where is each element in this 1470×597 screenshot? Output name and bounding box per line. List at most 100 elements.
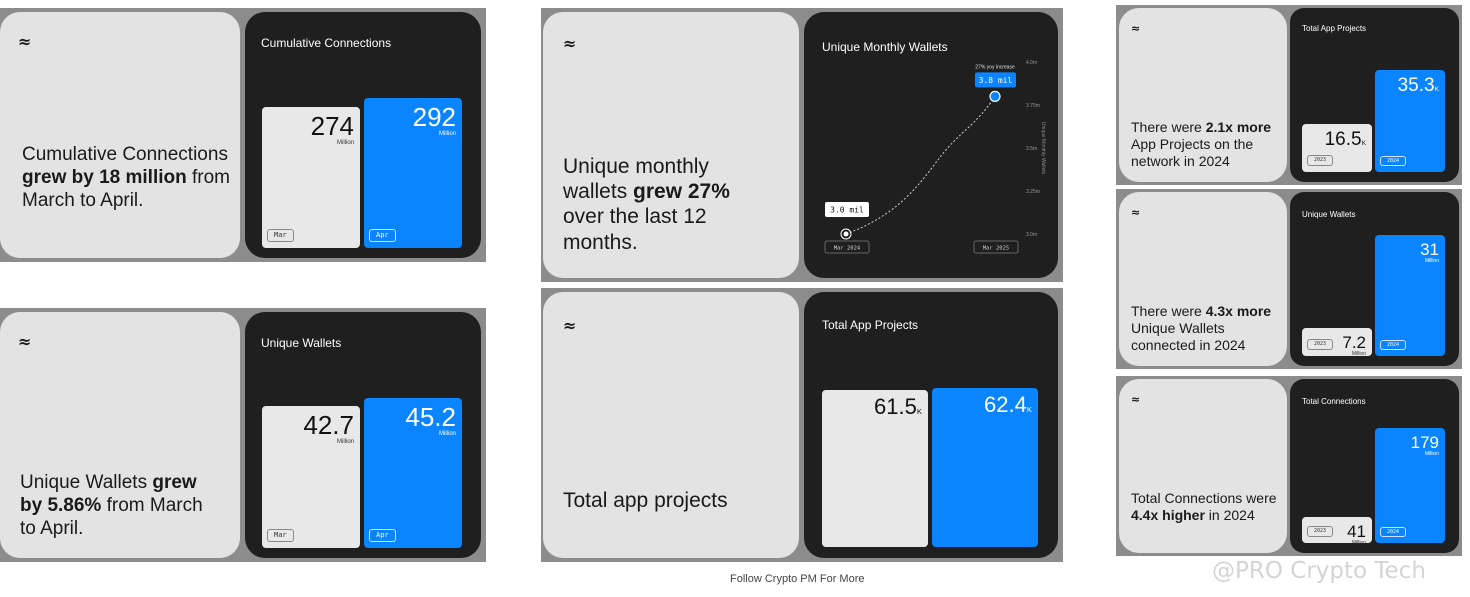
card-total-app-projects: ≈ Total app projects Total App Projects … (541, 288, 1063, 562)
card-caption: Unique monthly wallets grew 27% over the… (563, 155, 730, 254)
bar-Mar: 42.7 Million Mar (262, 406, 360, 548)
start-value-label: 3.0 mil (830, 206, 864, 215)
card-caption: Total app projects (563, 489, 728, 512)
chart-panel: Cumulative Connections 274 Million Mar 292 M… (245, 12, 481, 258)
card-unique-monthly-wallets: ≈ Unique monthly wallets grew 27% over t… (541, 8, 1063, 282)
card-caption: Cumulative Connections grew by 18 millio… (22, 144, 230, 211)
y-tick-label: 3.5m (1026, 146, 1037, 152)
logo-icon: ≈ (1131, 22, 1141, 35)
bar-2024: 31 Million 2024 (1375, 235, 1445, 356)
card-cumulative-connections: ≈ Cumulative Connections grew by 18 mill… (0, 8, 486, 262)
chart-panel: Unique Monthly Wallets 4.0m 3.75m 3.5m 3.25… (804, 12, 1058, 278)
chart-title: Cumulative Connections (261, 36, 392, 50)
logo-icon: ≈ (563, 34, 577, 53)
bar-value-label: 41 (1347, 521, 1366, 541)
card-unique-wallets: ≈ Unique Wallets grew by 5.86% from Marc… (0, 308, 486, 562)
bar-unit-label: Million (438, 131, 456, 137)
logo-icon: ≈ (563, 316, 577, 335)
bar-value-label: 45.2 (405, 402, 456, 432)
chart-panel: Total Connections 41 Million 2023 179 Millio… (1290, 379, 1459, 553)
x-tick-label: Mar 2025 (983, 246, 1010, 252)
card-caption: There were 4.3x more Unique Wallets conn… (1131, 303, 1272, 353)
series-line (845, 96, 996, 235)
bar-value-label: 16.5K (1324, 129, 1366, 151)
chart-panel: Total App Projects 16.5K 2023 35.3K 2024 (1290, 8, 1459, 182)
bar-unit-label: Million (336, 140, 354, 147)
bar-unit-label: Million (438, 431, 456, 437)
x-label-box (973, 240, 1019, 254)
card-left-panel: ≈ Unique Wallets grew by 5.86% from Marc… (0, 312, 240, 558)
value-suffix: K (1434, 86, 1439, 93)
chart-title: Unique Monthly Wallets (822, 40, 948, 54)
bar-item-0: 61.5K (822, 390, 928, 547)
watermark: @PRO Crypto Tech (1212, 558, 1426, 584)
logo-icon: ≈ (18, 32, 32, 51)
category-tag: 2023 (1307, 339, 1334, 350)
bar-value-label: 42.7 (303, 410, 354, 441)
bar-Mar: 274 Million Mar (262, 107, 360, 248)
bar-2024: 179 Million 2024 (1375, 428, 1445, 543)
card-left-panel: ≈ Total app projects (543, 292, 799, 558)
bar-value-label: 292 (412, 102, 456, 132)
bar-2023: 7.2 Million 2023 (1302, 327, 1372, 356)
logo-icon: ≈ (18, 332, 32, 351)
bar-Apr: 292 Million Apr (364, 98, 462, 248)
chart-panel: Total App Projects 61.5K 62.4K (804, 292, 1058, 558)
chart-title: Total Connections (1302, 397, 1366, 406)
x-label-box (824, 240, 870, 254)
y-axis-label: Unique Monthly Wallets (1040, 122, 1046, 175)
chart-title: Total App Projects (1302, 24, 1367, 33)
bar-2024: 35.3K 2024 (1375, 70, 1445, 172)
category-tag: 2023 (1307, 526, 1334, 537)
end-point (989, 90, 1001, 103)
category-tag: 2023 (1307, 155, 1334, 166)
bar-Apr: 45.2 Million Apr (364, 398, 462, 548)
card-caption: There were 2.1x more App Projects on the… (1131, 119, 1272, 169)
footer-text: Follow Crypto PM For More (730, 573, 865, 585)
start-point-ring (840, 228, 852, 240)
bar-value-label: 179 (1410, 433, 1439, 452)
end-label-box (975, 72, 1016, 88)
bar-value-label: 274 (310, 111, 354, 142)
bar-unit-label: Million (1424, 258, 1439, 264)
line-chart: 4.0m 3.75m 3.5m 3.25m 3.0m Unique Monthly Wal… (824, 60, 1046, 254)
category-tag: Apr (369, 528, 396, 542)
category-tag: 2024 (1380, 155, 1407, 166)
category-tag: 2024 (1380, 526, 1407, 537)
card-left-panel: ≈ There were 4.3x more Unique Wallets co… (1119, 192, 1287, 366)
x-tick-label: Mar 2024 (834, 246, 861, 252)
card-total-connections-yearly: ≈ Total Connections were 4.4x higher in … (1116, 376, 1462, 556)
start-label-box (825, 202, 869, 217)
chart-title: Total App Projects (822, 318, 919, 332)
card-caption: Unique Wallets grew by 5.86% from March … (20, 472, 203, 539)
value-suffix: K (1361, 140, 1366, 148)
annotation-label: 27% yoy increase (975, 64, 1015, 70)
start-point (843, 231, 849, 237)
bar-value-label: 7.2 (1342, 332, 1366, 352)
bar-value-label: 62.4K (984, 392, 1032, 417)
chart-title: Unique Wallets (1302, 210, 1356, 219)
card-unique-wallets-yearly: ≈ There were 4.3x more Unique Wallets co… (1116, 189, 1462, 369)
category-tag: Apr (369, 228, 396, 242)
logo-icon: ≈ (1131, 393, 1141, 406)
logo-icon: ≈ (1131, 206, 1141, 219)
bar-item-1: 62.4K (932, 388, 1038, 547)
chart-title: Unique Wallets (261, 336, 342, 350)
card-left-panel: ≈ Cumulative Connections grew by 18 mill… (0, 12, 240, 258)
category-tag: Mar (267, 528, 294, 542)
card-left-panel: ≈ There were 2.1x more App Projects on t… (1119, 8, 1287, 182)
bar-unit-label: Million (1424, 451, 1439, 457)
value-suffix: K (1026, 405, 1032, 414)
y-tick-label: 3.25m (1026, 189, 1040, 195)
y-tick-label: 4.0m (1026, 60, 1037, 66)
bar-unit-label: Million (1351, 539, 1366, 546)
chart-panel: Unique Wallets 7.2 Million 2023 31 Million 20… (1290, 192, 1459, 366)
bar-value-label: 61.5K (874, 394, 922, 420)
category-tag: Mar (267, 228, 294, 242)
bar-unit-label: Million (336, 439, 354, 446)
bar-value-label: 35.3K (1397, 75, 1439, 96)
card-app-projects-yearly: ≈ There were 2.1x more App Projects on t… (1116, 5, 1462, 185)
card-left-panel: ≈ Total Connections were 4.4x higher in … (1119, 379, 1287, 553)
bar-value-label: 31 (1420, 240, 1439, 259)
card-left-panel: ≈ Unique monthly wallets grew 27% over t… (543, 12, 799, 278)
